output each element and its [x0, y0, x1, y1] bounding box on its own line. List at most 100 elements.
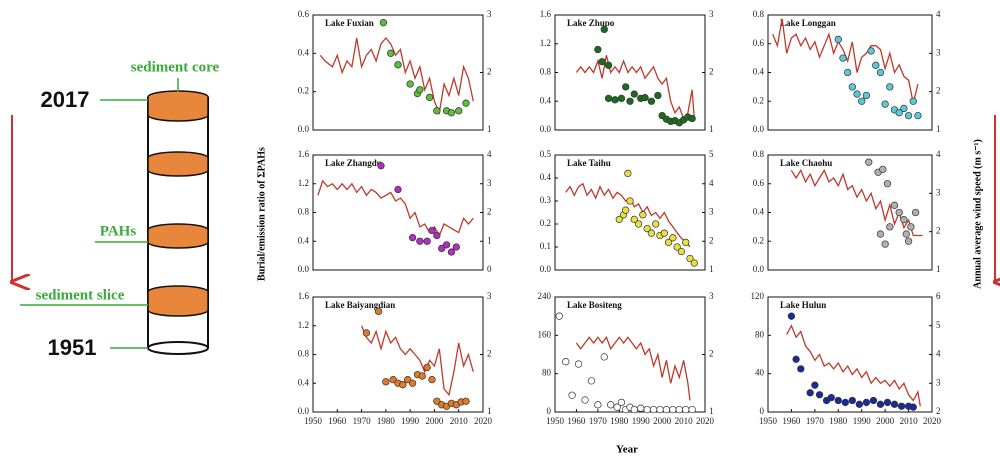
x-tick-label: 2010	[900, 416, 919, 426]
y-tick-label: 240	[538, 291, 552, 301]
label: 2017	[41, 87, 90, 112]
y2-tick-label: 2	[487, 207, 492, 217]
panel-title: Lake Fuxian	[325, 18, 374, 28]
ratio-point	[907, 223, 915, 231]
ratio-point	[399, 381, 407, 389]
y-tick-label: 0.0	[540, 264, 552, 274]
x-tick-label: 2000	[425, 416, 444, 426]
y-tick-label: 0.0	[540, 124, 552, 134]
ratio-point	[895, 208, 903, 217]
ratio-point	[630, 405, 638, 414]
label: PAHs	[100, 223, 137, 239]
ratio-point	[855, 400, 864, 408]
ratio-point	[690, 259, 698, 267]
ratio-point	[394, 61, 402, 69]
y2-tick-label: 6	[936, 291, 941, 301]
panel-title: Lake Taihu	[567, 158, 611, 168]
y2-tick-label: 3	[936, 47, 941, 57]
y2-tick-label: 3	[936, 377, 941, 387]
y2-tick-label: 1	[487, 124, 492, 134]
ratio-point	[382, 378, 390, 386]
wind-line	[319, 36, 474, 116]
ratio-point	[408, 379, 417, 387]
panel-title: Lake Hulun	[780, 300, 826, 310]
y-tick-label: 120	[751, 291, 765, 301]
ratio-point	[379, 19, 388, 27]
ratio-point	[867, 47, 875, 55]
y-tick-label: 1.6	[298, 149, 310, 159]
ratio-point	[897, 402, 906, 410]
ratio-point	[876, 68, 885, 77]
y-tick-label: 0.3	[540, 195, 552, 205]
ratio-point	[647, 229, 656, 237]
x-tick-label: 1970	[806, 416, 825, 426]
y-tick-label: 0.6	[298, 9, 310, 19]
ratio-point	[607, 401, 615, 409]
ratio-point	[630, 215, 638, 224]
y-tick-label: 0.0	[298, 406, 310, 416]
y2-tick-label: 3	[709, 9, 714, 19]
ratio-point	[423, 363, 431, 372]
ratio-point	[555, 312, 563, 320]
ratio-point	[442, 241, 451, 249]
ratio-point	[853, 90, 861, 98]
y-tick-label: 0.4	[540, 172, 552, 182]
x-tick-label: 2020	[923, 416, 942, 426]
y2-tick-label: 5	[709, 149, 714, 159]
y2-tick-label: 1	[487, 406, 492, 416]
ratio-point	[587, 377, 596, 385]
panel-title: Lake Chaohu	[780, 158, 832, 168]
x-axis-label: Year	[616, 444, 638, 456]
plot-frame	[312, 296, 484, 413]
y2-tick-label: 3	[487, 178, 492, 188]
ratio-point	[613, 403, 621, 411]
y-tick-label: 0.1	[540, 241, 551, 251]
ratio-point	[909, 97, 917, 105]
x-tick-label: 1990	[401, 416, 420, 426]
x-tick-label: 1950	[546, 416, 565, 426]
ratio-point	[914, 111, 922, 120]
ratio-point	[902, 230, 910, 238]
x-tick-label: 1980	[829, 416, 848, 426]
ratio-point	[594, 401, 602, 409]
y2-tick-label: 2	[936, 86, 941, 96]
ratio-point	[574, 360, 583, 368]
y-tick-label: 0.4	[753, 67, 765, 77]
wind-line	[361, 325, 474, 397]
y-tick-label: 0.2	[753, 95, 764, 105]
y-tick-label: 1.6	[540, 9, 552, 19]
ratio-point	[594, 45, 602, 54]
ratio-point	[862, 398, 871, 407]
y-tick-label: 0	[547, 406, 552, 416]
ratio-point	[428, 376, 436, 384]
ratio-point	[455, 107, 463, 115]
ratio-point	[630, 90, 638, 98]
ratio-point	[792, 355, 800, 363]
wind-line	[575, 335, 691, 401]
ratio-point	[675, 405, 683, 414]
wind-line	[317, 179, 474, 237]
x-tick-label: 2010	[450, 416, 469, 426]
ratio-point	[677, 247, 686, 256]
y-tick-label: 0.8	[298, 207, 310, 217]
x-tick-label: 1960	[328, 416, 347, 426]
ratio-point	[881, 240, 889, 248]
ratio-point	[688, 405, 696, 414]
ratio-point	[834, 35, 842, 44]
y2-tick-label: 3	[709, 207, 714, 217]
ratio-point	[682, 405, 690, 414]
ratio-point	[669, 234, 677, 242]
y-tick-label: 0.4	[298, 377, 310, 387]
ratio-point	[615, 215, 623, 224]
ratio-point	[374, 307, 383, 316]
y2-axis-label: Annual average wind speed (m s⁻¹)	[972, 139, 983, 289]
panel-title: Lake Baiyangdian	[325, 300, 395, 310]
ratio-point	[656, 405, 664, 414]
x-tick-label: 1970	[353, 416, 372, 426]
y2-tick-label: 3	[487, 291, 492, 301]
x-tick-label: 1950	[304, 416, 323, 426]
plot-frame	[554, 14, 706, 131]
ratio-point	[890, 201, 899, 209]
ratio-point	[404, 376, 412, 384]
ratio-point	[834, 396, 842, 405]
